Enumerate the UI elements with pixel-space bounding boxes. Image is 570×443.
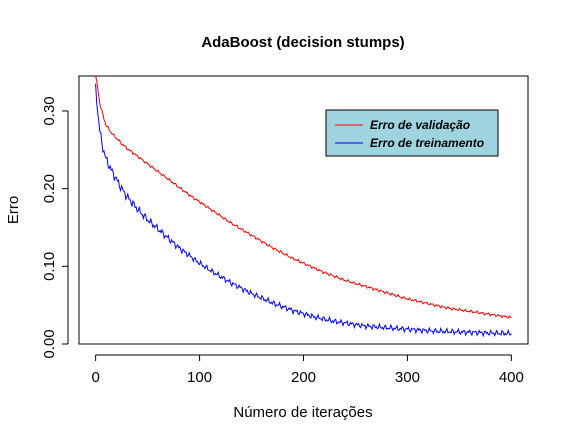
x-tick-label: 300 (395, 369, 420, 386)
series-training-line (95, 83, 512, 338)
y-tick-label: 0.30 (41, 96, 58, 125)
legend-label-training: Erro de treinamento (370, 136, 484, 150)
y-tick-label: 0.00 (41, 329, 58, 358)
chart-title: AdaBoost (decision stumps) (201, 34, 404, 51)
x-tick-label: 200 (291, 369, 316, 386)
series-layer (95, 75, 512, 338)
series-validation-line (95, 75, 512, 319)
legend-box (325, 109, 499, 157)
x-axis-label: Número de iterações (233, 404, 372, 421)
x-tick-label: 100 (187, 369, 212, 386)
legend-label-validation: Erro de validação (370, 118, 470, 132)
x-tick-label: 400 (499, 369, 524, 386)
y-axis: 0.00 0.10 0.20 0.30 (41, 96, 69, 359)
legend: Erro de validação Erro de treinamento (325, 109, 499, 157)
y-axis-label: Erro (5, 196, 22, 224)
x-axis: 0 100 200 300 400 (91, 354, 524, 386)
plot-frame (78, 75, 529, 345)
y-tick-label: 0.20 (41, 174, 58, 203)
x-tick-label: 0 (91, 369, 99, 386)
y-tick-label: 0.10 (41, 252, 58, 281)
